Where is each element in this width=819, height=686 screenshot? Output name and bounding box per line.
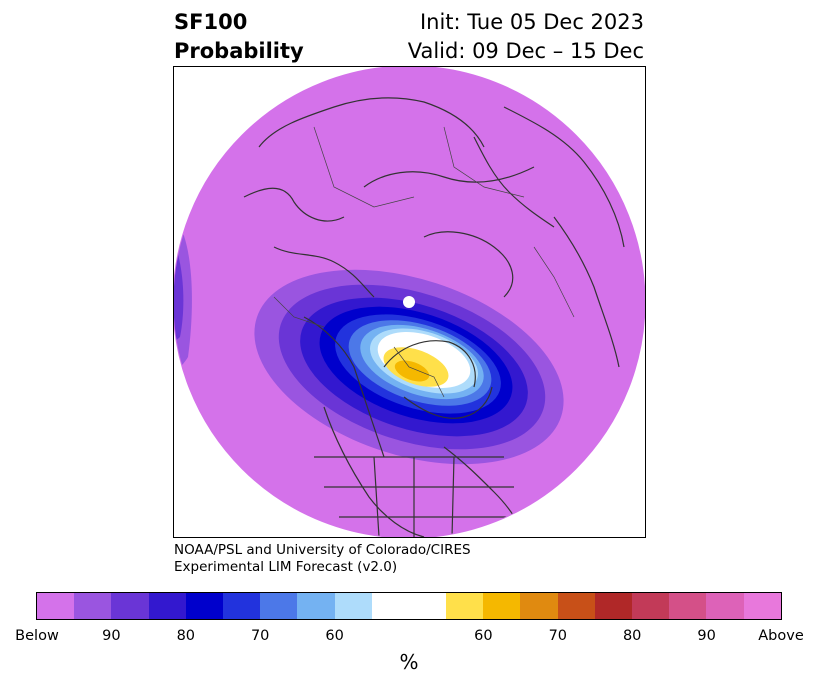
colorbar-tick-label: 80 bbox=[622, 628, 642, 644]
title-variable: SF100 bbox=[174, 10, 248, 34]
left-edge-anomaly-inner bbox=[174, 242, 184, 342]
colorbar-swatch bbox=[297, 593, 335, 619]
polar-map bbox=[174, 67, 645, 537]
chart-title-right: Init: Tue 05 Dec 2023 Valid: 09 Dec – 15… bbox=[408, 8, 644, 66]
colorbar-swatch bbox=[334, 593, 372, 619]
colorbar-tick-label: Above bbox=[758, 628, 804, 644]
pole-marker bbox=[403, 296, 415, 308]
colorbar-swatch bbox=[706, 593, 744, 619]
colorbar-swatch bbox=[37, 593, 75, 619]
chart-title-left: SF100 Probability bbox=[174, 8, 304, 66]
colorbar-tick-label: 90 bbox=[697, 628, 716, 644]
map-panel bbox=[173, 66, 646, 538]
credit-line-2: Experimental LIM Forecast (v2.0) bbox=[174, 559, 398, 575]
colorbar-tick-label: Below bbox=[15, 628, 59, 644]
credit: NOAA/PSL and University of Colorado/CIRE… bbox=[174, 542, 471, 576]
colorbar-tick-label: 90 bbox=[102, 628, 121, 644]
colorbar-tick-label: 70 bbox=[250, 628, 270, 644]
credit-line-1: NOAA/PSL and University of Colorado/CIRE… bbox=[174, 542, 471, 558]
colorbar-tick-label: 60 bbox=[474, 628, 493, 644]
colorbar bbox=[36, 592, 782, 620]
colorbar-swatch bbox=[111, 593, 149, 619]
colorbar-tick-label: 80 bbox=[176, 628, 196, 644]
colorbar-swatch bbox=[669, 593, 707, 619]
colorbar-swatch bbox=[483, 593, 521, 619]
colorbar-swatch bbox=[520, 593, 558, 619]
colorbar-swatch bbox=[185, 593, 223, 619]
interior-borders bbox=[273, 126, 575, 398]
title-type: Probability bbox=[174, 39, 304, 63]
colorbar-swatch bbox=[148, 593, 186, 619]
colorbar-tick-label: 70 bbox=[548, 628, 568, 644]
colorbar-swatch bbox=[74, 593, 112, 619]
colorbar-swatch bbox=[222, 593, 261, 619]
colorbar-swatch bbox=[743, 593, 781, 619]
colorbar-swatch bbox=[371, 593, 447, 619]
title-valid: Valid: 09 Dec – 15 Dec bbox=[407, 39, 644, 63]
anomaly-contours bbox=[254, 269, 564, 465]
colorbar-swatch bbox=[557, 593, 595, 619]
title-init: Init: Tue 05 Dec 2023 bbox=[419, 10, 644, 34]
colorbar-swatch bbox=[446, 593, 484, 619]
colorbar-unit: % bbox=[399, 650, 419, 674]
colorbar-tick-label: 60 bbox=[325, 628, 344, 644]
colorbar-swatch bbox=[594, 593, 633, 619]
colorbar-swatch bbox=[260, 593, 298, 619]
colorbar-swatch bbox=[632, 593, 670, 619]
